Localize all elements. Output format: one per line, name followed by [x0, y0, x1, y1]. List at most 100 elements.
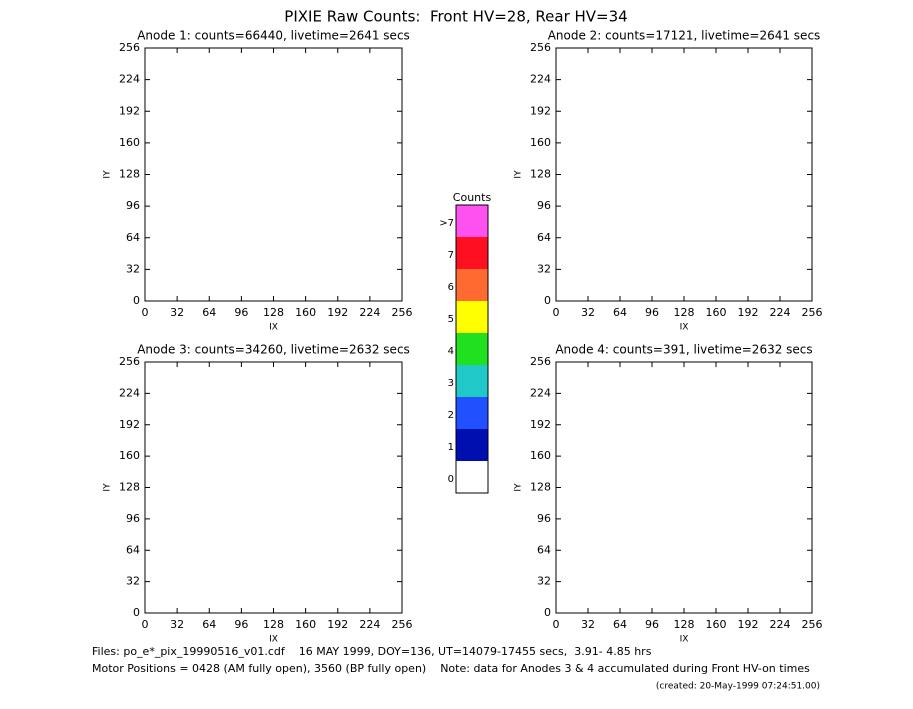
footer-line: Motor Positions = 0428 (AM fully open), … [92, 662, 810, 675]
y-tick-label: 224 [530, 386, 551, 399]
y-tick-label: 160 [119, 136, 140, 149]
panel-title: Anode 1: counts=66440, livetime=2641 sec… [137, 29, 410, 43]
colorbar-title: Counts [453, 191, 492, 204]
x-tick-label: 256 [392, 306, 413, 319]
y-axis-label: IY [103, 170, 113, 179]
colorbar-label: 5 [448, 314, 454, 325]
colorbar-swatch [456, 333, 488, 365]
colorbar-label: 2 [448, 410, 454, 421]
panel-title: Anode 3: counts=34260, livetime=2632 sec… [137, 343, 410, 357]
y-tick-label: 96 [126, 512, 140, 525]
x-tick-label: 32 [170, 306, 184, 319]
x-tick-label: 0 [553, 618, 560, 631]
colorbar-swatch [456, 269, 488, 301]
x-tick-label: 0 [142, 306, 149, 319]
y-tick-label: 256 [530, 41, 551, 54]
y-tick-label: 64 [126, 543, 140, 556]
x-axis-label: IX [269, 323, 278, 333]
y-tick-label: 96 [126, 199, 140, 212]
colorbar-label: >7 [439, 218, 454, 229]
y-tick-label: 192 [119, 418, 140, 431]
x-tick-label: 32 [581, 306, 595, 319]
x-tick-label: 256 [802, 306, 823, 319]
y-tick-label: 32 [537, 262, 551, 275]
y-tick-label: 192 [530, 104, 551, 117]
x-tick-label: 64 [202, 618, 216, 631]
y-tick-label: 128 [530, 168, 551, 181]
y-tick-label: 128 [530, 481, 551, 494]
x-tick-label: 128 [674, 306, 695, 319]
colorbar-label: 3 [448, 378, 454, 389]
y-tick-label: 128 [119, 481, 140, 494]
x-tick-label: 160 [295, 306, 316, 319]
x-tick-label: 96 [645, 618, 659, 631]
y-tick-label: 32 [126, 575, 140, 588]
y-tick-label: 0 [133, 294, 140, 307]
colorbar-label: 0 [448, 474, 454, 485]
x-axis-label: IX [680, 635, 689, 645]
colorbar-swatch [456, 301, 488, 333]
x-tick-label: 128 [263, 618, 284, 631]
x-tick-label: 224 [359, 306, 380, 319]
y-tick-label: 160 [530, 136, 551, 149]
y-tick-label: 32 [537, 575, 551, 588]
y-tick-label: 224 [119, 73, 140, 86]
x-tick-label: 224 [770, 306, 791, 319]
y-tick-label: 256 [119, 355, 140, 368]
x-tick-label: 256 [392, 618, 413, 631]
y-tick-label: 64 [537, 543, 551, 556]
panel-title: Anode 2: counts=17121, livetime=2641 sec… [548, 29, 821, 43]
x-tick-label: 192 [738, 306, 759, 319]
colorbar-swatch [456, 397, 488, 429]
x-tick-label: 0 [142, 618, 149, 631]
y-tick-label: 0 [544, 606, 551, 619]
x-tick-label: 128 [263, 306, 284, 319]
x-axis-label: IX [269, 635, 278, 645]
colorbar-swatch [456, 237, 488, 269]
panel-title: Anode 4: counts=391, livetime=2632 secs [555, 343, 812, 357]
x-tick-label: 64 [202, 306, 216, 319]
y-tick-label: 160 [119, 449, 140, 462]
x-tick-label: 32 [170, 618, 184, 631]
y-tick-label: 128 [119, 168, 140, 181]
y-axis-label: IY [514, 170, 524, 179]
y-tick-label: 32 [126, 262, 140, 275]
x-axis-label: IX [680, 323, 689, 333]
y-tick-label: 0 [133, 606, 140, 619]
colorbar-swatch [456, 461, 488, 493]
footer-line: (created: 20-May-1999 07:24:51.00) [656, 682, 820, 692]
y-tick-label: 64 [537, 231, 551, 244]
y-tick-label: 64 [126, 231, 140, 244]
y-tick-label: 96 [537, 512, 551, 525]
x-tick-label: 64 [613, 618, 627, 631]
colorbar-label: 4 [448, 346, 454, 357]
x-tick-label: 96 [234, 306, 248, 319]
colorbar-swatch [456, 429, 488, 461]
colorbar-frame [455, 204, 489, 494]
colorbar-label: 7 [448, 250, 454, 261]
x-tick-label: 0 [553, 306, 560, 319]
x-tick-label: 96 [234, 618, 248, 631]
x-tick-label: 224 [770, 618, 791, 631]
page-title: PIXIE Raw Counts: Front HV=28, Rear HV=3… [284, 8, 627, 26]
y-axis-label: IY [103, 483, 113, 492]
y-tick-label: 192 [119, 104, 140, 117]
y-tick-label: 224 [530, 73, 551, 86]
y-axis-label: IY [514, 483, 524, 492]
y-tick-label: 256 [119, 41, 140, 54]
colorbar-swatch [456, 365, 488, 397]
footer-line: Files: po_e*_pix_19990516_v01.cdf 16 MAY… [92, 645, 652, 658]
x-tick-label: 160 [295, 618, 316, 631]
x-tick-label: 96 [645, 306, 659, 319]
x-tick-label: 32 [581, 618, 595, 631]
x-tick-label: 160 [706, 306, 727, 319]
x-tick-label: 224 [359, 618, 380, 631]
x-tick-label: 192 [738, 618, 759, 631]
y-tick-label: 224 [119, 386, 140, 399]
y-tick-label: 192 [530, 418, 551, 431]
x-tick-label: 64 [613, 306, 627, 319]
x-tick-label: 160 [706, 618, 727, 631]
x-tick-label: 256 [802, 618, 823, 631]
x-tick-label: 128 [674, 618, 695, 631]
